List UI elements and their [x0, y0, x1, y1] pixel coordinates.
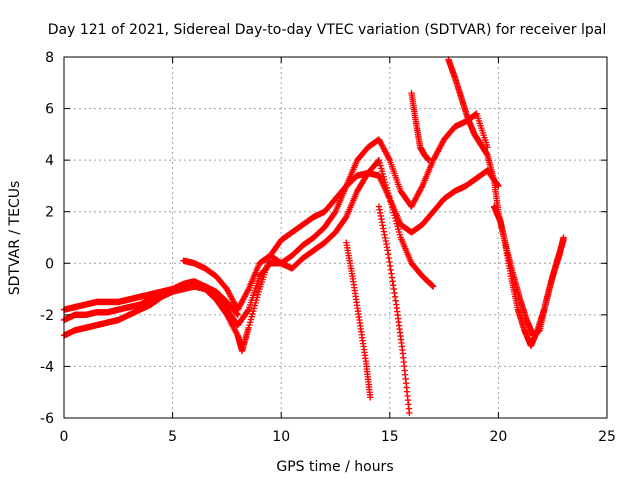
data-point: [495, 182, 502, 190]
data-point: [430, 283, 437, 290]
y-tick-label: -6: [40, 411, 54, 427]
data-series: [490, 203, 567, 339]
y-tick-label: -4: [40, 359, 54, 375]
data-series: [343, 239, 374, 401]
data-point: [244, 307, 252, 315]
y-tick-label: -2: [40, 308, 54, 324]
x-axis-label: GPS time / hours: [276, 459, 393, 475]
data-series: [375, 203, 413, 417]
data-points: [60, 56, 567, 417]
data-point: [418, 184, 425, 191]
axis-ticks: 0 5 10 15 20 25 -6 -4 -2 0 2 4 6 8: [40, 50, 616, 445]
data-point: [244, 287, 252, 294]
data-series: [408, 89, 433, 164]
data-point: [233, 310, 241, 318]
data-point: [429, 282, 436, 289]
x-tick-label: 25: [598, 429, 616, 445]
data-point: [425, 156, 433, 164]
data-series: [180, 156, 437, 313]
y-tick-label: 0: [45, 256, 54, 272]
y-tick-label: 6: [45, 102, 54, 118]
y-axis-label: SDTVAR / TECUs: [7, 181, 23, 296]
grid-lines: [64, 57, 607, 418]
y-tick-label: 2: [45, 205, 54, 221]
chart-title: Day 121 of 2021, Sidereal Day-to-day VTE…: [48, 22, 606, 38]
data-series: [445, 56, 567, 349]
data-point: [367, 394, 374, 401]
x-tick-label: 0: [60, 429, 69, 445]
data-point: [406, 409, 413, 417]
x-tick-label: 10: [272, 429, 290, 445]
x-tick-label: 5: [168, 429, 177, 445]
x-tick-label: 20: [489, 429, 507, 445]
y-tick-label: 4: [45, 153, 54, 169]
plot-frame: [63, 56, 608, 419]
x-tick-label: 15: [381, 429, 399, 445]
data-point: [385, 155, 393, 162]
data-series: [60, 280, 241, 319]
data-point: [560, 234, 567, 241]
y-tick-label: 8: [45, 50, 54, 66]
